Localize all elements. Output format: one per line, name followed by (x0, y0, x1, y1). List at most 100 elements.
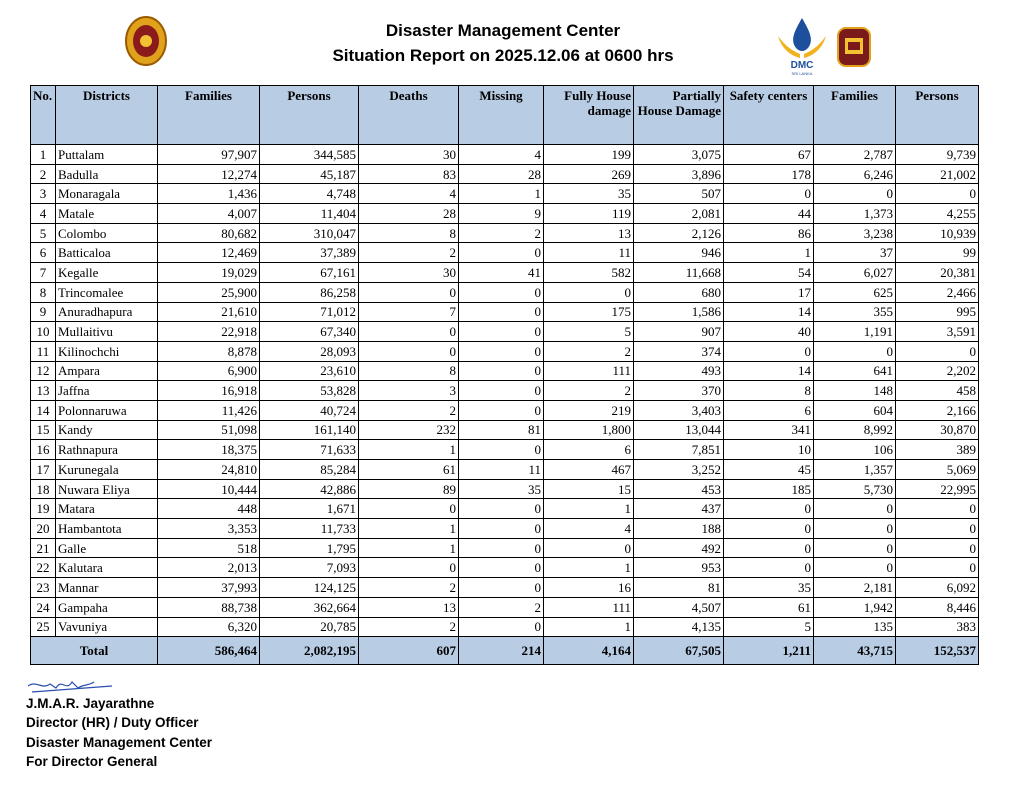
cell-value: 28 (358, 203, 459, 224)
cell-value: 1 (543, 498, 634, 520)
district-name: Monaragala (55, 183, 158, 205)
cell-value: 0 (723, 518, 814, 539)
cell-value: 0 (813, 557, 896, 579)
cell-value: 6,092 (895, 577, 979, 598)
signatory-organization: Disaster Management Center (26, 735, 213, 750)
org-logo (837, 27, 871, 67)
cell-value: 119 (543, 203, 634, 224)
cell-value: 35 (458, 478, 544, 500)
cell-value: 492 (633, 537, 724, 559)
cell-value: 0 (543, 537, 634, 559)
cell-value: 111 (543, 360, 634, 382)
column-header: Missing (458, 85, 544, 145)
cell-value: 2 (358, 242, 459, 264)
cell-value: 4,748 (259, 183, 359, 205)
cell-value: 0 (458, 242, 544, 264)
table-row: 22 Kalutara 2,013 7,093 0 0 1 953 0 0 0 (30, 557, 979, 579)
cell-value: 1 (458, 183, 544, 205)
cell-value: 4,255 (895, 203, 979, 224)
cell-value: 3,252 (633, 459, 724, 480)
district-name: Kandy (55, 419, 158, 441)
cell-value: 11,404 (259, 203, 359, 224)
cell-value: 2,166 (895, 399, 979, 421)
cell-value: 0 (358, 340, 459, 362)
cell-value: 437 (633, 498, 724, 520)
cell-value: 9,739 (895, 144, 979, 165)
table-row: 8 Trincomalee 25,900 86,258 0 0 0 680 17 625 2,466 (30, 281, 979, 303)
cell-value: 467 (543, 459, 634, 480)
district-name: Jaffna (55, 380, 158, 401)
row-number: 13 (30, 380, 56, 401)
district-name: Nuwara Eliya (55, 478, 158, 500)
total-value: 1,211 (723, 636, 814, 666)
table-row: 24 Gampaha 88,738 362,664 13 2 111 4,507 61 1,942… (30, 596, 979, 618)
table-row: 10 Mullaitivu 22,918 67,340 0 0 5 907 40 1,191 3,5… (30, 321, 979, 342)
row-number: 16 (30, 439, 56, 460)
cell-value: 185 (723, 478, 814, 500)
cell-value: 7,093 (259, 557, 359, 579)
cell-value: 4 (358, 183, 459, 205)
total-value: 67,505 (633, 636, 724, 666)
cell-value: 0 (895, 340, 979, 362)
cell-value: 21,610 (157, 301, 260, 323)
cell-value: 2 (458, 596, 544, 618)
cell-value: 54 (723, 262, 814, 283)
cell-value: 3 (358, 380, 459, 401)
cell-value: 0 (458, 518, 544, 539)
cell-value: 17 (723, 281, 814, 303)
cell-value: 35 (723, 577, 814, 598)
cell-value: 111 (543, 596, 634, 618)
cell-value: 0 (895, 537, 979, 559)
cell-value: 2 (358, 616, 459, 638)
cell-value: 0 (458, 557, 544, 579)
cell-value: 0 (458, 380, 544, 401)
cell-value: 625 (813, 281, 896, 303)
cell-value: 161,140 (259, 419, 359, 441)
cell-value: 0 (458, 399, 544, 421)
cell-value: 2 (358, 399, 459, 421)
table-row: 16 Rathnapura 18,375 71,633 1 0 6 7,851 10 106 389 (30, 439, 979, 460)
cell-value: 507 (633, 183, 724, 205)
cell-value: 0 (895, 183, 979, 205)
cell-value: 106 (813, 439, 896, 460)
row-number: 24 (30, 596, 56, 618)
cell-value: 5 (543, 321, 634, 342)
cell-value: 14 (723, 301, 814, 323)
cell-value: 0 (813, 183, 896, 205)
row-number: 12 (30, 360, 56, 382)
cell-value: 362,664 (259, 596, 359, 618)
cell-value: 0 (458, 321, 544, 342)
cell-value: 680 (633, 281, 724, 303)
cell-value: 83 (358, 163, 459, 185)
cell-value: 28,093 (259, 340, 359, 362)
column-header: Partially House Damage (633, 85, 724, 145)
cell-value: 995 (895, 301, 979, 323)
row-number: 3 (30, 183, 56, 205)
district-name: Polonnaruwa (55, 399, 158, 421)
cell-value: 21,002 (895, 163, 979, 185)
cell-value: 16 (543, 577, 634, 598)
district-name: Matara (55, 498, 158, 520)
district-name: Anuradhapura (55, 301, 158, 323)
row-number: 25 (30, 616, 56, 638)
total-value: 2,082,195 (259, 636, 359, 666)
signature-scribble (27, 681, 113, 693)
cell-value: 61 (358, 459, 459, 480)
cell-value: 0 (543, 281, 634, 303)
cell-value: 374 (633, 340, 724, 362)
cell-value: 1 (723, 242, 814, 264)
cell-value: 1 (543, 557, 634, 579)
cell-value: 99 (895, 242, 979, 264)
column-header: Deaths (358, 85, 459, 145)
cell-value: 310,047 (259, 222, 359, 244)
cell-value: 30 (358, 262, 459, 283)
cell-value: 0 (458, 340, 544, 362)
cell-value: 0 (813, 537, 896, 559)
district-name: Puttalam (55, 144, 158, 165)
report-subtitle: Situation Report on 2025.12.06 at 0600 h… (332, 46, 674, 65)
cell-value: 41 (458, 262, 544, 283)
cell-value: 4 (458, 144, 544, 165)
cell-value: 0 (895, 557, 979, 579)
cell-value: 18,375 (157, 439, 260, 460)
